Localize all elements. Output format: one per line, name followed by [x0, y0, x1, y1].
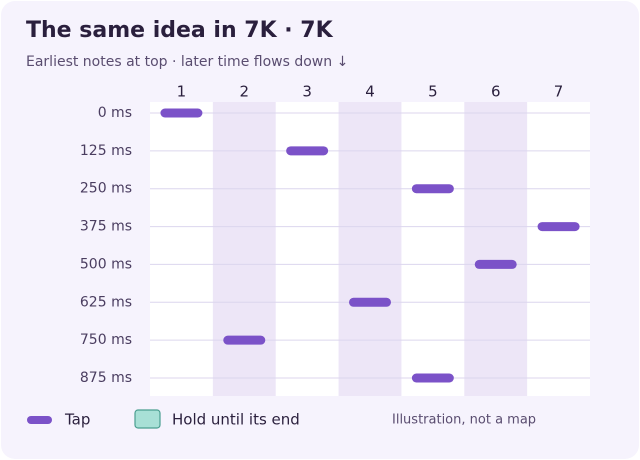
legend-label: Tap	[64, 411, 90, 429]
note	[223, 335, 266, 345]
y-tick-label: 0 ms	[98, 105, 132, 121]
y-tick-label: 500 ms	[80, 256, 132, 272]
legend-swatch	[27, 416, 52, 424]
y-tick-label: 375 ms	[80, 219, 132, 235]
column-stripe	[464, 102, 528, 396]
y-tick-label: 125 ms	[80, 143, 132, 159]
note	[474, 259, 517, 269]
x-tick-label: 2	[240, 83, 250, 101]
chart-title: The same idea in 7K · 7K	[26, 18, 334, 43]
x-tick-label: 6	[491, 83, 501, 101]
x-tick-label: 7	[554, 83, 564, 101]
note	[411, 373, 454, 383]
x-tick-label: 5	[428, 83, 438, 101]
column-stripe	[212, 102, 276, 396]
x-tick-label: 1	[177, 83, 187, 101]
x-tick-label: 3	[302, 83, 312, 101]
note	[411, 184, 454, 194]
note	[160, 108, 203, 118]
y-tick-label: 625 ms	[80, 294, 132, 310]
note	[537, 222, 580, 232]
y-tick-label: 750 ms	[80, 332, 132, 348]
y-tick-label: 875 ms	[80, 370, 132, 386]
note	[349, 297, 391, 307]
chart-subtitle: Earliest notes at top · later time flows…	[26, 54, 348, 70]
note	[286, 146, 329, 156]
annotation: Illustration, not a map	[392, 413, 536, 428]
y-tick-label: 250 ms	[80, 181, 132, 197]
legend-swatch	[134, 409, 161, 429]
x-tick-label: 4	[365, 83, 375, 101]
column-stripe	[338, 102, 402, 396]
legend-label: Hold until its end	[172, 411, 300, 429]
